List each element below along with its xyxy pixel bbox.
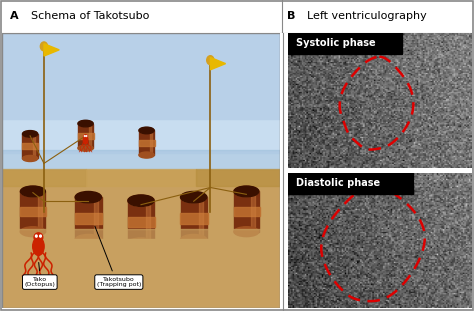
- Ellipse shape: [78, 120, 93, 127]
- Bar: [38, 192, 42, 232]
- Ellipse shape: [78, 120, 93, 127]
- Bar: [199, 197, 203, 240]
- Bar: [2, 239, 280, 308]
- Bar: [128, 217, 155, 227]
- Text: A: A: [9, 11, 18, 21]
- Bar: [2, 150, 280, 177]
- Bar: [78, 123, 93, 148]
- Bar: [22, 134, 38, 159]
- Bar: [85, 169, 196, 186]
- Circle shape: [86, 136, 87, 137]
- Bar: [146, 201, 150, 243]
- Bar: [2, 33, 280, 119]
- Polygon shape: [44, 44, 59, 56]
- Bar: [180, 213, 208, 224]
- Ellipse shape: [180, 191, 208, 203]
- Circle shape: [36, 235, 37, 237]
- Bar: [75, 213, 102, 224]
- Circle shape: [40, 42, 47, 51]
- Bar: [251, 192, 255, 232]
- Bar: [288, 33, 402, 54]
- Ellipse shape: [34, 233, 43, 242]
- Bar: [78, 133, 94, 139]
- Ellipse shape: [20, 186, 46, 197]
- Ellipse shape: [75, 192, 101, 203]
- Ellipse shape: [139, 127, 154, 134]
- Circle shape: [84, 136, 85, 137]
- Bar: [139, 140, 155, 146]
- Text: Diastolic phase: Diastolic phase: [296, 179, 380, 188]
- Bar: [2, 170, 280, 308]
- Ellipse shape: [83, 137, 88, 144]
- Ellipse shape: [20, 227, 46, 237]
- Circle shape: [207, 56, 214, 65]
- Ellipse shape: [138, 127, 155, 134]
- Ellipse shape: [84, 135, 87, 138]
- Bar: [22, 143, 38, 149]
- Ellipse shape: [74, 191, 102, 203]
- Bar: [89, 123, 91, 148]
- Ellipse shape: [181, 234, 207, 245]
- Bar: [288, 173, 413, 194]
- Ellipse shape: [33, 237, 44, 255]
- Bar: [234, 192, 259, 232]
- Bar: [2, 33, 280, 170]
- Ellipse shape: [234, 227, 259, 237]
- Text: Takotsubo
(Trapping pot): Takotsubo (Trapping pot): [97, 277, 141, 287]
- Ellipse shape: [181, 192, 207, 203]
- Bar: [75, 197, 101, 240]
- Polygon shape: [210, 58, 226, 70]
- Bar: [150, 130, 152, 155]
- Bar: [234, 207, 260, 216]
- Ellipse shape: [75, 234, 101, 245]
- Ellipse shape: [22, 130, 38, 137]
- Ellipse shape: [78, 145, 93, 151]
- Bar: [196, 169, 280, 186]
- Bar: [20, 192, 46, 232]
- Bar: [181, 197, 207, 240]
- Bar: [139, 130, 154, 155]
- Bar: [2, 229, 280, 308]
- Ellipse shape: [139, 152, 154, 158]
- Ellipse shape: [20, 186, 46, 197]
- Ellipse shape: [233, 186, 259, 197]
- Bar: [33, 134, 36, 159]
- Bar: [93, 197, 98, 240]
- Ellipse shape: [128, 195, 154, 207]
- Ellipse shape: [128, 238, 154, 248]
- Text: Schema of Takotsubo: Schema of Takotsubo: [31, 11, 149, 21]
- Text: Left ventriculography: Left ventriculography: [307, 11, 427, 21]
- Ellipse shape: [22, 156, 38, 161]
- Bar: [2, 169, 85, 186]
- Ellipse shape: [234, 186, 259, 197]
- Ellipse shape: [127, 194, 155, 207]
- Text: B: B: [287, 11, 295, 21]
- Ellipse shape: [22, 131, 38, 137]
- Circle shape: [40, 235, 41, 237]
- Bar: [2, 33, 280, 153]
- Text: Systolic phase: Systolic phase: [296, 39, 375, 49]
- Bar: [20, 207, 46, 216]
- Text: Tako
(Octopus): Tako (Octopus): [24, 277, 55, 287]
- Bar: [128, 201, 154, 243]
